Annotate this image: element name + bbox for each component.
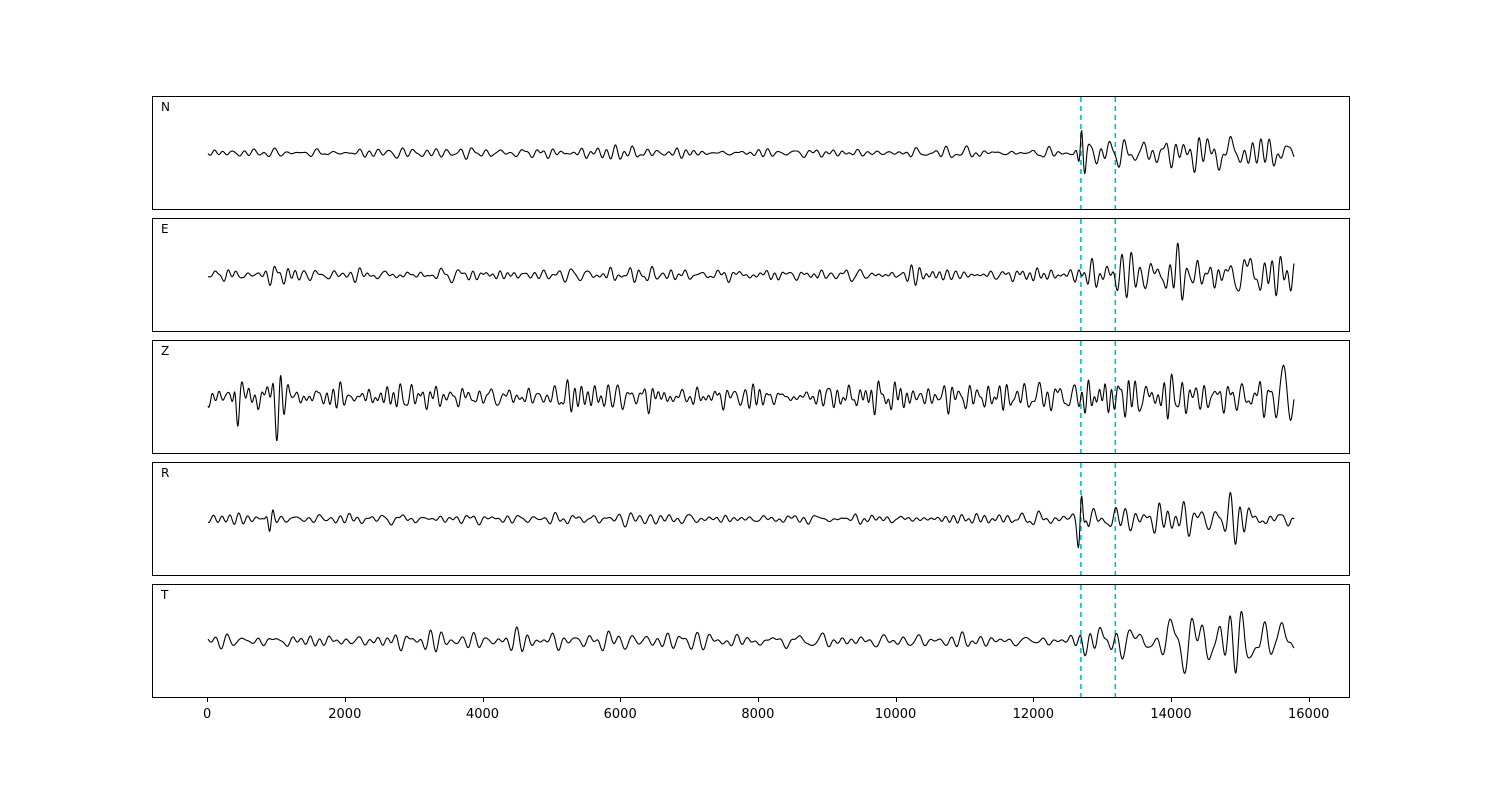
x-tick-label: 2000 <box>328 707 362 722</box>
x-tick-label: 6000 <box>603 707 637 722</box>
waveform-panel-E: E <box>152 218 1350 332</box>
panel-label: E <box>161 222 169 236</box>
x-tick-mark <box>1171 698 1172 702</box>
seismic-trace-Z <box>207 364 1295 441</box>
x-tick-mark <box>620 698 622 702</box>
x-tick-label: 0 <box>202 707 212 722</box>
panel-label: T <box>161 588 169 602</box>
x-tick-label: 8000 <box>741 707 775 722</box>
x-tick-label: 10000 <box>874 707 917 722</box>
seismic-trace-E <box>207 242 1295 301</box>
waveform-canvas <box>207 463 1295 575</box>
x-tick-mark <box>757 698 759 702</box>
panel-label: Z <box>161 344 170 358</box>
panel-label: R <box>161 466 170 480</box>
x-tick-label: 12000 <box>1012 707 1054 722</box>
waveform-canvas <box>207 219 1295 331</box>
x-tick-label: 14000 <box>1150 707 1192 722</box>
seismic-trace-R <box>207 491 1295 549</box>
x-tick-mark <box>344 698 346 702</box>
x-tick-mark <box>482 698 484 702</box>
x-tick-mark <box>207 698 209 702</box>
panel-label: N <box>161 100 170 114</box>
seismic-trace-T <box>207 611 1295 674</box>
waveform-canvas <box>207 97 1295 209</box>
waveform-canvas <box>207 341 1295 453</box>
waveform-panel-Z: Z <box>152 340 1350 454</box>
seismic-trace-N <box>207 130 1295 175</box>
x-tick-mark <box>1033 698 1035 702</box>
waveform-panel-T: T <box>152 584 1350 698</box>
waveform-panel-N: N <box>152 96 1350 210</box>
waveform-canvas <box>207 585 1295 697</box>
x-tick-label: 4000 <box>465 707 500 722</box>
x-tick-label: 16000 <box>1288 707 1330 722</box>
x-tick-mark <box>1308 698 1310 702</box>
waveform-panel-R: R <box>152 462 1350 576</box>
x-tick-mark <box>895 698 897 702</box>
